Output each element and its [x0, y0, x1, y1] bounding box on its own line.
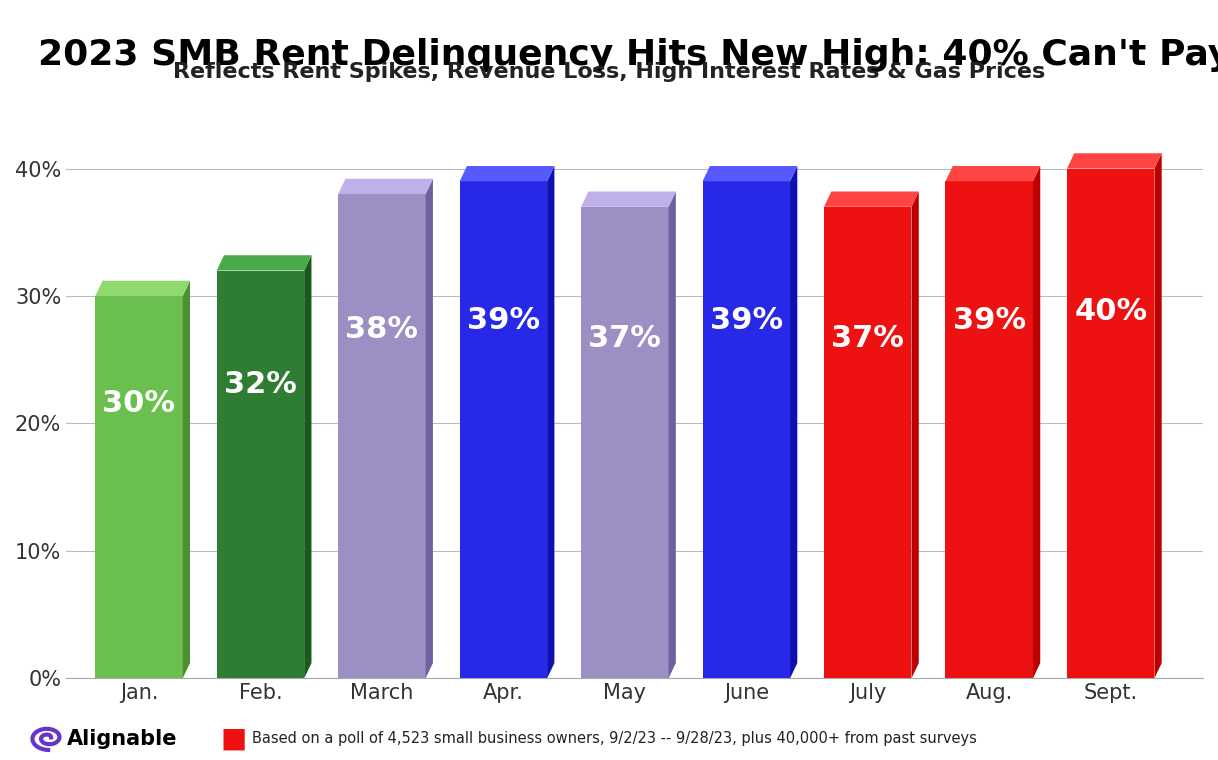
Polygon shape: [459, 182, 547, 679]
Text: 39%: 39%: [952, 306, 1026, 335]
Polygon shape: [425, 179, 432, 679]
Text: 37%: 37%: [588, 325, 661, 353]
Text: 40%: 40%: [1074, 297, 1147, 326]
Polygon shape: [304, 255, 312, 679]
Polygon shape: [1155, 154, 1162, 679]
Polygon shape: [945, 182, 1033, 679]
Polygon shape: [459, 166, 554, 182]
Text: 39%: 39%: [710, 306, 783, 335]
Polygon shape: [1067, 154, 1162, 169]
Polygon shape: [1067, 169, 1155, 679]
Polygon shape: [911, 192, 918, 679]
Polygon shape: [217, 255, 312, 271]
Text: 38%: 38%: [346, 315, 419, 344]
Polygon shape: [95, 280, 190, 296]
Polygon shape: [1033, 166, 1040, 679]
Title: 2023 SMB Rent Delinquency Hits New High: 40% Can't Pay: 2023 SMB Rent Delinquency Hits New High:…: [38, 38, 1218, 71]
Polygon shape: [703, 166, 798, 182]
Polygon shape: [339, 194, 425, 679]
Text: 39%: 39%: [466, 306, 540, 335]
Polygon shape: [945, 166, 1040, 182]
Text: ■: ■: [220, 725, 247, 752]
Polygon shape: [183, 280, 190, 679]
Text: 37%: 37%: [832, 325, 904, 353]
Text: Based on a poll of 4,523 small business owners, 9/2/23 -- 9/28/23, plus 40,000+ : Based on a poll of 4,523 small business …: [252, 731, 977, 746]
Text: Alignable: Alignable: [67, 729, 178, 749]
Polygon shape: [95, 296, 183, 679]
Polygon shape: [581, 192, 676, 207]
Polygon shape: [703, 182, 790, 679]
Polygon shape: [790, 166, 798, 679]
Text: 30%: 30%: [102, 388, 175, 417]
Polygon shape: [669, 192, 676, 679]
Polygon shape: [547, 166, 554, 679]
Polygon shape: [581, 207, 669, 679]
Polygon shape: [217, 271, 304, 679]
Polygon shape: [825, 192, 918, 207]
Text: Reflects Rent Spikes, Revenue Loss, High Interest Rates & Gas Prices: Reflects Rent Spikes, Revenue Loss, High…: [173, 62, 1045, 82]
Text: 32%: 32%: [224, 370, 297, 399]
Polygon shape: [825, 207, 911, 679]
Polygon shape: [339, 179, 432, 194]
